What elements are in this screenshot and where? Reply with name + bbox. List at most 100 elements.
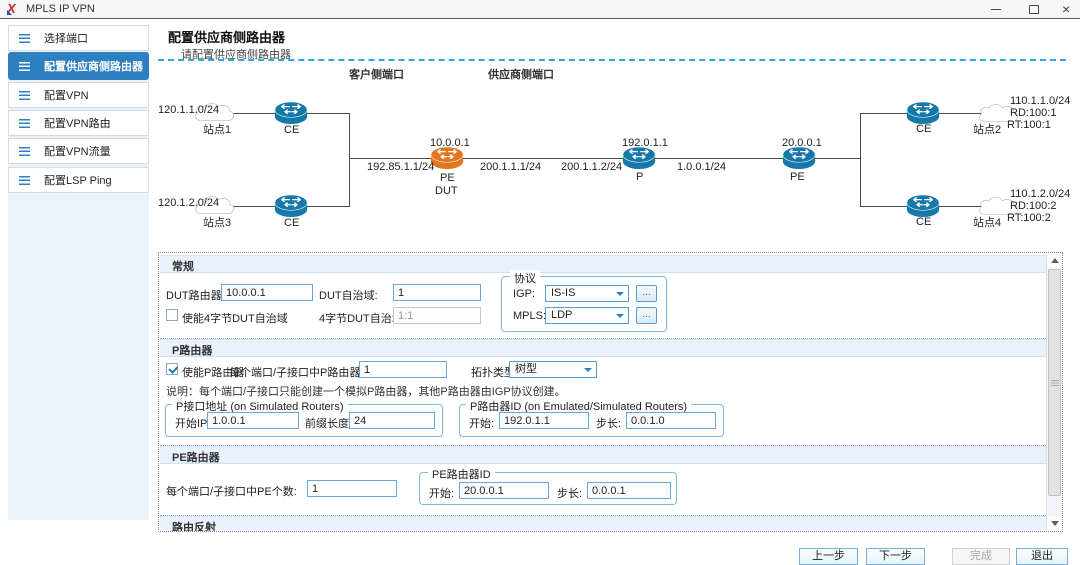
pe-id-step-label: 步长: (557, 488, 583, 500)
page-subtitle: 请配置供应商侧路由器 (181, 49, 291, 61)
section-separator (160, 445, 1046, 446)
prefix-length-input[interactable] (349, 412, 435, 429)
menu-icon (19, 146, 30, 156)
sidebar-item-label: 配置VPN (44, 90, 89, 102)
previous-step-button[interactable]: 上一步 (799, 548, 858, 565)
site4-network-label: 110.1.2.0/24 (1010, 188, 1071, 200)
four-byte-as-input[interactable] (393, 307, 481, 324)
close-icon: × (1062, 1, 1071, 17)
junction-right (860, 113, 861, 207)
ce3-router-icon (274, 194, 308, 218)
pe-router-id-group: PE路由器ID (419, 466, 677, 505)
sidebar-item-configure-vpn-route[interactable]: 配置VPN路由 (8, 110, 149, 136)
start-ip-input[interactable] (207, 412, 299, 429)
scrollbar-thumb[interactable] (1048, 269, 1061, 496)
p-router-count-input[interactable] (359, 361, 447, 378)
site2-rd-label: RD:100:1 (1010, 107, 1057, 119)
p-router-icon (622, 146, 656, 170)
igp-select[interactable]: IS-IS (545, 285, 629, 302)
ce1-router-icon (274, 101, 308, 125)
sidebar-item-configure-lsp-ping[interactable]: 配置LSP Ping (8, 167, 149, 193)
menu-icon (19, 90, 30, 100)
sidebar-item-label: 配置供应商侧路由器 (44, 61, 143, 73)
pe-dut-ip-label: 10.0.0.1 (430, 137, 470, 149)
topology-type-selected-value: 树型 (515, 363, 537, 375)
finish-button[interactable]: 完成 (952, 548, 1010, 565)
pe-dut-name-label: PE (440, 172, 455, 184)
enable-4byte-as-label: 使能4字节DUT自治域 (182, 313, 288, 325)
ce1-label: CE (284, 124, 300, 136)
ce3-label: CE (284, 217, 300, 229)
vertical-scrollbar[interactable] (1046, 253, 1062, 531)
enable-4byte-as-checkbox[interactable] (166, 309, 178, 321)
sidebar-item-configure-provider-router[interactable]: 配置供应商侧路由器 (8, 52, 149, 80)
topology-type-select[interactable]: 树型 (509, 361, 597, 378)
pe-count-input[interactable] (307, 480, 397, 497)
maximize-button[interactable] (1018, 0, 1050, 18)
link-label-p-pe: 1.0.0.1/24 (677, 161, 726, 173)
sidebar-item-label: 选择端口 (44, 33, 88, 45)
p-id-start-input[interactable] (499, 412, 589, 429)
ce4-router-icon (906, 194, 940, 218)
enable-p-router-checkbox[interactable] (166, 363, 178, 375)
provider-port-label: 供应商侧端口 (488, 69, 554, 81)
p-ip-label: 192.0.1.1 (622, 137, 668, 149)
menu-icon (19, 118, 30, 128)
sidebar-item-configure-vpn[interactable]: 配置VPN (8, 82, 149, 108)
dut-as-input[interactable] (393, 284, 481, 301)
pe-router-icon (782, 146, 816, 170)
section-pe-router-header: PE路由器 (160, 446, 1046, 464)
prefix-length-label: 前缀长度: (305, 418, 353, 430)
four-byte-as-label: 4字节DUT自治域: (319, 313, 406, 325)
title-bar: X MPLS IP VPN × (0, 0, 1080, 19)
junction-left (349, 113, 350, 207)
sidebar-item-label: 配置VPN路由 (44, 118, 111, 130)
site2-name-label: 站点2 (973, 124, 1002, 136)
p-router-id-group: P路由器ID (on Emulated/Simulated Routers) (459, 398, 724, 437)
pe-count-label: 每个端口/子接口中PE个数: (166, 486, 297, 498)
sidebar-item-configure-vpn-traffic[interactable]: 配置VPN流量 (8, 138, 149, 164)
site1-name-label: 站点1 (203, 124, 232, 136)
start-ip-label: 开始IP: (175, 418, 211, 430)
chevron-down-icon (616, 292, 624, 296)
chevron-down-icon (584, 368, 592, 372)
protocol-group: 协议 (501, 270, 667, 332)
scroll-up-button[interactable] (1047, 253, 1062, 268)
section-pe-router-title: PE路由器 (172, 452, 220, 464)
link-label-ce-pe: 192.85.1.1/24 (367, 161, 435, 173)
section-general-title: 常规 (172, 261, 194, 273)
scroll-up-icon (1051, 258, 1059, 263)
scroll-down-button[interactable] (1047, 516, 1062, 531)
topology-type-label: 拓扑类型: (471, 367, 519, 379)
site4-name-label: 站点4 (973, 217, 1002, 229)
page-title: 配置供应商侧路由器 (168, 30, 286, 45)
next-step-button[interactable]: 下一步 (866, 548, 925, 565)
pe-dut-router-icon (430, 146, 464, 170)
pe-id-start-input[interactable] (459, 482, 549, 499)
close-button[interactable]: × (1052, 0, 1080, 18)
link-label-pe-p-right: 200.1.1.2/24 (561, 161, 623, 173)
ce4-label: CE (916, 216, 932, 228)
site2-rt-label: RT:100:1 (1007, 119, 1051, 131)
p-router-note: 说明：每个端口/子接口只能创建一个模拟P路由器，其他P路由器由IGP协议创建。 (166, 386, 566, 398)
section-separator (160, 515, 1046, 516)
sidebar-item-select-port[interactable]: 选择端口 (8, 25, 149, 51)
dut-router-id-label: DUT路由器ID: (166, 290, 236, 302)
pe-id-step-input[interactable] (587, 482, 671, 499)
link-backbone (349, 158, 860, 159)
igp-more-button[interactable]: ... (636, 285, 657, 302)
ce2-label: CE (916, 123, 932, 135)
mpls-more-button[interactable]: ... (636, 307, 657, 324)
mpls-select[interactable]: LDP (545, 307, 629, 324)
pe-name-label: PE (790, 171, 805, 183)
scroll-down-icon (1051, 521, 1059, 526)
minimize-button[interactable] (980, 0, 1012, 18)
ce2-router-icon (906, 101, 940, 125)
wizard-step-sidebar: 选择端口 配置供应商侧路由器 配置VPN 配置VPN路由 配置VPN流量 配置L… (8, 25, 149, 520)
section-separator (160, 338, 1046, 339)
site2-network-label: 110.1.1.0/24 (1010, 95, 1071, 107)
p-id-step-input[interactable] (626, 412, 716, 429)
dut-router-id-input[interactable] (221, 284, 313, 301)
exit-button[interactable]: 退出 (1016, 548, 1068, 565)
p-interface-address-group-title: P接口地址 (on Simulated Routers) (172, 398, 348, 414)
